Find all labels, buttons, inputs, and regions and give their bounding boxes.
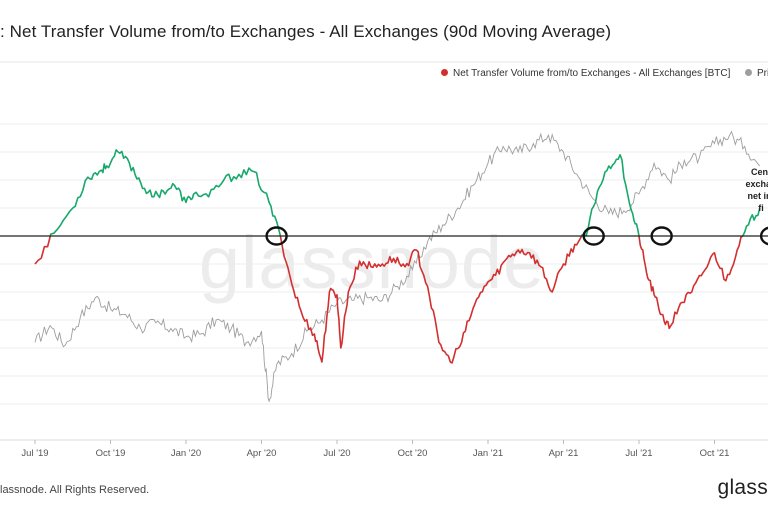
net-transfer-segment-negative: [638, 235, 744, 330]
crossover-circle: [650, 226, 673, 246]
annotation-circles: [265, 226, 768, 246]
x-tick-label: Oct '21: [700, 448, 730, 459]
x-tick-label: Oct '19: [96, 448, 126, 459]
x-tick-label: Apr '20: [247, 448, 277, 459]
x-tick-label: Jan '20: [171, 448, 201, 459]
x-tick-label: Jul '19: [21, 448, 48, 459]
x-axis: Jul '19 Oct '19 Jan '20 Apr '20 Jul '20 Oct '…: [21, 440, 729, 459]
price-line: [34, 130, 761, 403]
x-tick-label: Jul '21: [625, 448, 652, 459]
legend-dot-red: [441, 69, 448, 76]
annotation-line: fi: [758, 203, 764, 213]
net-transfer-segment-negative: [34, 235, 52, 265]
x-tick-label: Jan '21: [473, 448, 503, 459]
x-tick-label: Oct '20: [398, 448, 428, 459]
grid: [0, 61, 768, 441]
annotation-line: Cent: [751, 167, 768, 177]
crossover-circle: [582, 226, 605, 246]
copyright: lassnode. All Rights Reserved.: [0, 484, 150, 496]
net-transfer-series: [34, 149, 761, 364]
brand-logo: glass: [717, 476, 768, 499]
x-tick-label: Apr '21: [549, 448, 579, 459]
price-series: [34, 130, 761, 403]
net-transfer-segment-positive: [741, 207, 761, 237]
annotation-line: net inf: [747, 191, 768, 201]
legend-dot-gray: [745, 69, 752, 76]
chart-title: : Net Transfer Volume from/to Exchanges …: [0, 22, 612, 41]
annotation-text: Cent exchan net inf fi: [736, 166, 768, 214]
crossover-circle: [759, 226, 768, 246]
legend-label-net-transfer: Net Transfer Volume from/to Exchanges - …: [453, 68, 731, 79]
legend-item-price[interactable]: Pri: [745, 68, 768, 79]
crossover-circle: [265, 226, 288, 246]
x-tick-label: Jul '20: [323, 448, 350, 459]
legend-item-net-transfer[interactable]: Net Transfer Volume from/to Exchanges - …: [441, 68, 730, 79]
annotation-line: exchan: [745, 179, 768, 189]
net-transfer-segment-negative: [279, 235, 583, 364]
legend-label-price: Pri: [757, 68, 768, 79]
watermark: glassnode: [199, 221, 545, 304]
net-transfer-segment-positive: [49, 149, 282, 237]
net-transfer-segment-positive: [580, 154, 640, 237]
